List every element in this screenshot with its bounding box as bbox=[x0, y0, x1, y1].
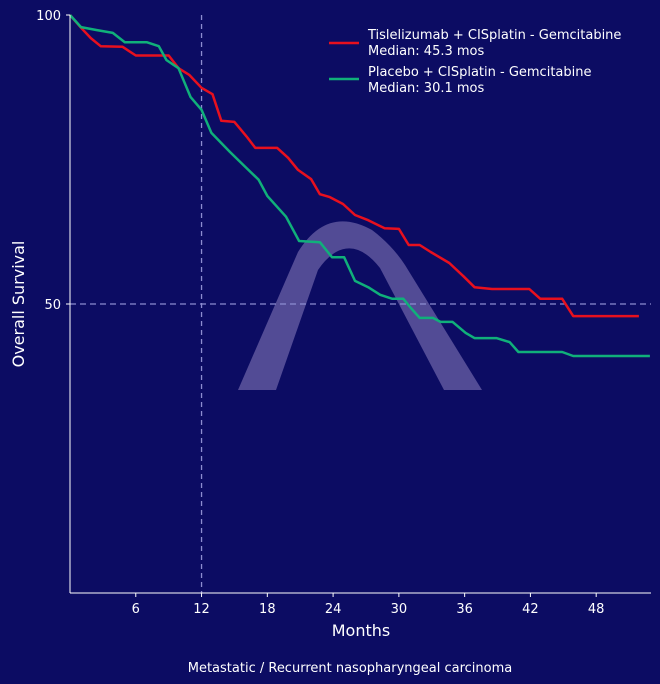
x-tick-label: 48 bbox=[588, 602, 605, 617]
x-tick-label: 30 bbox=[391, 602, 408, 617]
series-line-1 bbox=[69, 14, 650, 358]
watermark-arch bbox=[238, 221, 482, 390]
y-axis-label: Overall Survival bbox=[9, 241, 28, 368]
x-tick-label: 24 bbox=[325, 602, 342, 617]
x-tick-label: 42 bbox=[522, 602, 539, 617]
legend-median-placebo: Median: 30.1 mos bbox=[368, 81, 484, 96]
legend: Tislelizumab + CISplatin - Gemcitabine M… bbox=[329, 28, 621, 96]
y-tick-label: 100 bbox=[36, 9, 61, 24]
x-axis-label: Months bbox=[332, 621, 390, 640]
legend-median-tislelizumab: Median: 45.3 mos bbox=[368, 44, 484, 59]
legend-label-tislelizumab: Tislelizumab + CISplatin - Gemcitabine bbox=[367, 28, 621, 43]
chart-caption: Metastatic / Recurrent nasopharyngeal ca… bbox=[188, 661, 512, 676]
y-tick-label: 50 bbox=[44, 298, 61, 313]
x-tick-label: 6 bbox=[132, 602, 140, 617]
series-line-0 bbox=[69, 14, 639, 318]
x-tick-label: 18 bbox=[259, 602, 276, 617]
x-tick-label: 36 bbox=[456, 602, 473, 617]
legend-label-placebo: Placebo + CISplatin - Gemcitabine bbox=[368, 65, 591, 80]
x-tick-label: 12 bbox=[193, 602, 210, 617]
